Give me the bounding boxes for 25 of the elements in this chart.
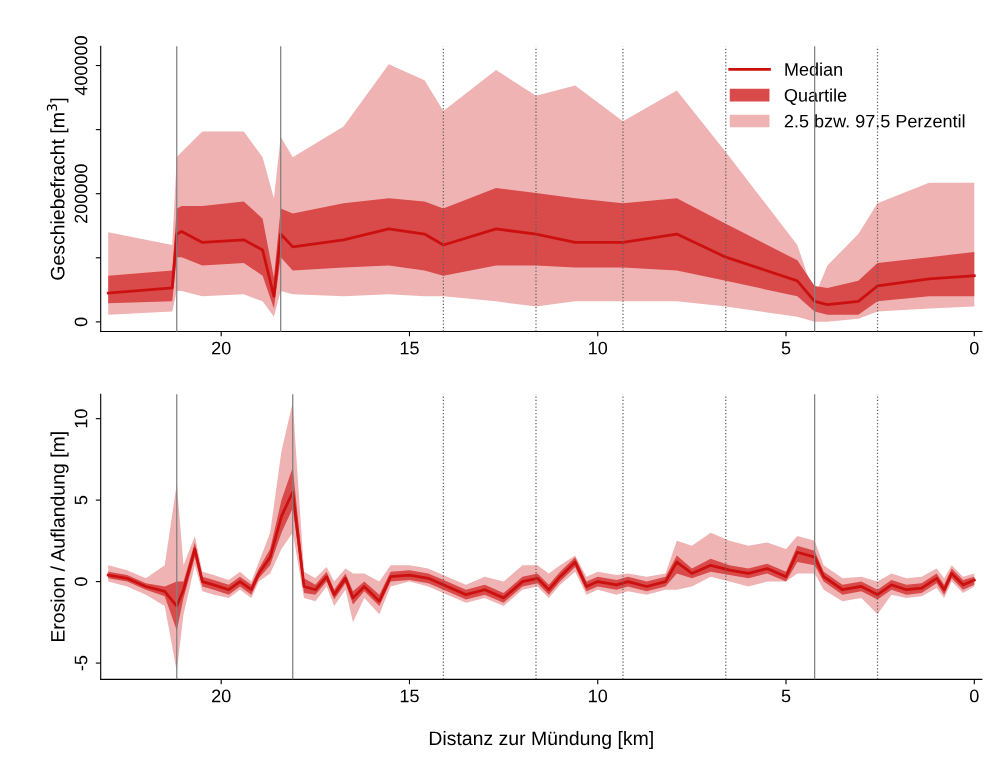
- y-tick-label: 400000: [74, 36, 88, 96]
- x-axis-title: Distanz zur Mündung [km]: [429, 730, 653, 750]
- y-tick-label: -5: [74, 655, 88, 671]
- line-series: [106, 227, 976, 306]
- y-axis-title: Erosion / Auflandung [m]: [50, 432, 69, 642]
- x-tick-label: 5: [781, 341, 791, 355]
- x-tick-label: 10: [589, 689, 608, 703]
- y-tick-label: 5: [74, 495, 88, 505]
- y-tick-label: 10: [74, 409, 88, 428]
- y-tick-label: 200000: [74, 164, 88, 223]
- legend-label: Median: [785, 62, 842, 76]
- x-tick-label: 15: [400, 689, 419, 703]
- legend-label: Quartile: [784, 88, 847, 105]
- x-tick-label: 15: [400, 341, 419, 355]
- x-tick-label: 0: [969, 689, 979, 703]
- x-tick-label: 20: [212, 341, 231, 355]
- y-tick-label: 0: [74, 317, 88, 327]
- x-tick-label: 10: [589, 341, 608, 355]
- x-tick-label: 5: [781, 689, 791, 703]
- y-axis-title: Geschiebefracht [m$^{3}$]: [46, 98, 69, 280]
- legend-label: 2.5 bzw. 97.5 Perzentil: [784, 114, 965, 128]
- line-series: [106, 490, 976, 608]
- x-tick-label: 20: [212, 689, 231, 703]
- x-tick-label: 0: [969, 341, 979, 355]
- y-tick-label: 0: [74, 577, 88, 586]
